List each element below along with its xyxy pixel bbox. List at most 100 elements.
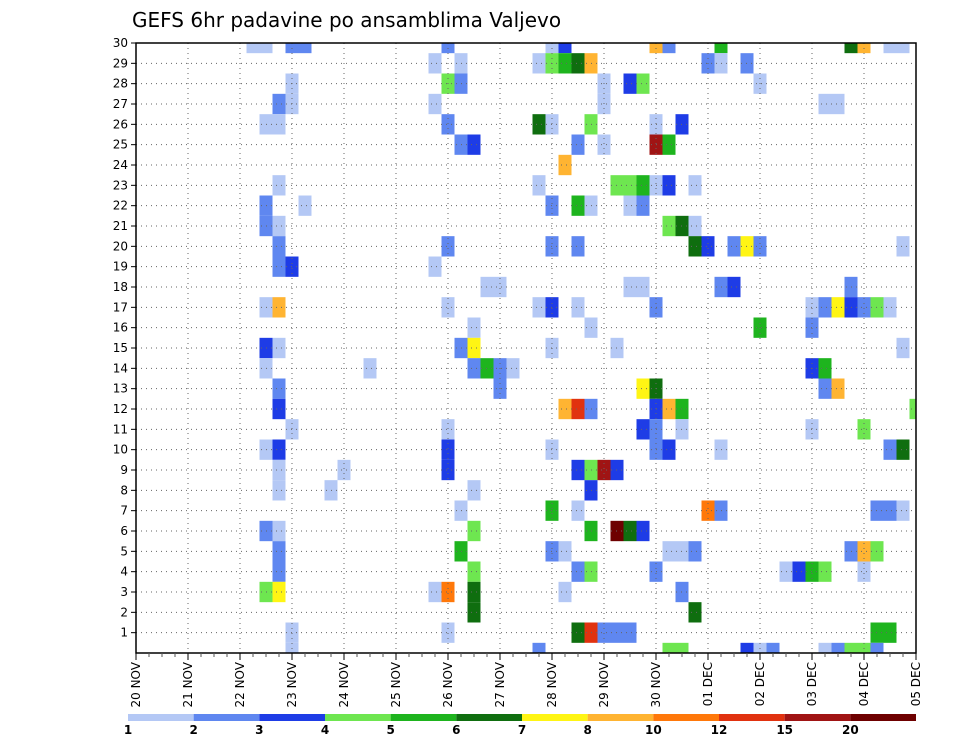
heatmap-cell: [571, 236, 585, 257]
heatmap-cell: [467, 561, 481, 582]
heatmap-cell: [623, 73, 637, 94]
heatmap-cell: [363, 358, 377, 379]
heatmap-cell: [441, 419, 455, 440]
colorbar-label: 12: [711, 723, 728, 737]
heatmap-cell: [467, 134, 481, 155]
heatmap-cell: [623, 276, 637, 298]
heatmap-cell: [272, 297, 286, 318]
x-tick-label: 29 NOV: [597, 661, 611, 707]
heatmap-cell: [857, 419, 871, 440]
x-tick-label: 05 DEC: [909, 662, 923, 706]
heatmap-cell: [571, 297, 585, 318]
heatmap-cell: [753, 317, 767, 338]
heatmap-cell: [636, 378, 650, 399]
y-tick-label: 22: [113, 199, 128, 213]
y-tick-label: 1: [120, 626, 128, 640]
heatmap-cell: [467, 520, 481, 542]
heatmap-cell: [571, 561, 585, 582]
heatmap-cell: [675, 642, 689, 653]
heatmap-cell: [272, 581, 286, 603]
heatmap-cell: [883, 500, 897, 521]
x-tick-label: 04 DEC: [857, 662, 871, 706]
y-tick-label: 8: [120, 483, 128, 497]
heatmap-cell: [597, 134, 611, 155]
heatmap-cell: [441, 459, 455, 481]
heatmap-cell: [571, 500, 585, 521]
colorbar-label: 8: [583, 723, 591, 737]
heatmap-cell: [428, 581, 442, 603]
heatmap-cell: [740, 642, 754, 653]
heatmap-cell: [753, 236, 767, 257]
heatmap-cell: [844, 43, 858, 54]
y-tick-label: 19: [113, 260, 128, 274]
colorbar-label: 5: [386, 723, 394, 737]
heatmap-cell: [272, 480, 286, 501]
heatmap-cell: [298, 195, 312, 216]
heatmap-cell: [727, 276, 741, 298]
y-tick-label: 25: [113, 138, 128, 152]
x-tick-label: 24 NOV: [337, 661, 351, 707]
heatmap-cell: [857, 561, 871, 582]
y-tick-label: 26: [113, 117, 128, 131]
heatmap-cell: [753, 642, 767, 653]
heatmap-cell: [259, 43, 273, 54]
heatmap-cell: [636, 175, 650, 196]
heatmap-cell: [441, 581, 455, 603]
y-tick-label: 30: [113, 36, 128, 50]
grid-lines: [135, 42, 917, 653]
heatmap-cell: [831, 378, 845, 399]
heatmap-cell: [428, 256, 442, 277]
heatmap-cell: [792, 561, 806, 582]
heatmap-cell: [272, 256, 286, 277]
heatmap-cell: [818, 297, 832, 318]
x-tick-label: 23 NOV: [285, 661, 299, 707]
y-tick-label: 27: [113, 97, 128, 111]
colorbar-swatch: [128, 714, 194, 721]
heatmap-cell: [662, 439, 676, 460]
heatmap-cell: [272, 459, 286, 481]
heatmap-cell: [857, 642, 871, 653]
heatmap-cell: [662, 175, 676, 196]
heatmap-cell: [636, 73, 650, 94]
y-tick-label: 23: [113, 178, 128, 192]
heatmap-cell: [662, 398, 676, 420]
y-tick-label: 7: [120, 504, 128, 518]
heatmap-cell: [831, 93, 845, 115]
heatmap-cell: [727, 236, 741, 257]
heatmap-cell: [857, 297, 871, 318]
heatmap-cell: [246, 43, 260, 54]
heatmap-cell: [428, 93, 442, 115]
y-tick-label: 5: [120, 544, 128, 558]
heatmap-cell: [506, 358, 520, 379]
heatmap-cell: [623, 622, 637, 643]
heatmap-cell: [571, 53, 585, 74]
heatmap-cell: [272, 378, 286, 399]
heatmap-cell: [532, 175, 546, 196]
colorbar-label: 3: [255, 723, 263, 737]
heatmap-cell: [441, 297, 455, 318]
heatmap-cell: [597, 459, 611, 481]
colorbar-label: 4: [321, 723, 329, 737]
heatmap-cell: [272, 236, 286, 257]
heatmap-cell: [571, 398, 585, 420]
heatmap-cell: [467, 358, 481, 379]
heatmap-cell: [818, 378, 832, 399]
heatmap-cell: [831, 642, 845, 653]
heatmap-cell: [818, 642, 832, 653]
y-tick-label: 6: [120, 524, 128, 538]
heatmap-cell: [636, 276, 650, 298]
x-tick-label: 25 NOV: [389, 661, 403, 707]
heatmap-cell: [532, 114, 546, 135]
heatmap-cell: [571, 134, 585, 155]
heatmap-cell: [571, 195, 585, 216]
y-tick-label: 18: [113, 280, 128, 294]
heatmap-cell: [493, 276, 507, 298]
y-tick-label: 15: [113, 341, 128, 355]
heatmap-cell: [272, 561, 286, 582]
y-tick-label: 29: [113, 56, 128, 70]
heatmap-cell: [571, 622, 585, 643]
y-tick-label: 28: [113, 77, 128, 91]
heatmap-cell: [662, 43, 676, 54]
heatmap-cell: [688, 602, 702, 623]
heatmap-cell: [896, 500, 910, 521]
